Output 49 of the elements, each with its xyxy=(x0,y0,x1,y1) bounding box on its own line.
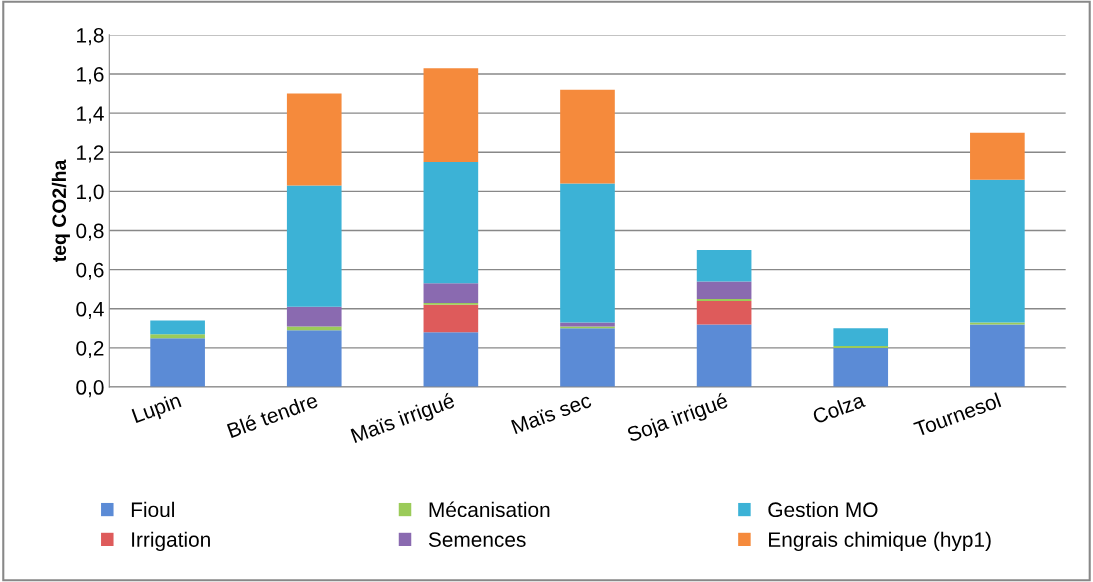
x-tick-label: Soja irrigué xyxy=(625,392,730,447)
y-tick-label: 1,4 xyxy=(77,106,104,124)
y-tick-label: 0,8 xyxy=(76,223,104,241)
bar xyxy=(970,132,1025,180)
legend-label: Engrais chimique (hyp1) xyxy=(769,531,991,552)
bar xyxy=(696,281,752,299)
x-tick-label: Maïs sec xyxy=(511,392,593,435)
bar xyxy=(560,89,615,184)
bar xyxy=(286,326,342,331)
bar xyxy=(150,334,205,339)
x-tick-label: Lupin xyxy=(131,392,183,427)
bar xyxy=(560,183,615,323)
legend-label: Mécanisation xyxy=(429,501,550,518)
bar xyxy=(423,68,479,163)
bar xyxy=(286,330,342,388)
y-tick-label: 1,8 xyxy=(77,27,104,46)
bar xyxy=(423,162,479,284)
bar xyxy=(970,324,1025,388)
x-tick-label: Maïs irrigué xyxy=(350,392,457,447)
bar xyxy=(150,320,205,335)
y-tick-label: 1,2 xyxy=(77,145,104,163)
y-tick-label: 0,4 xyxy=(76,301,104,319)
legend-label: Irrigation xyxy=(132,531,210,552)
y-axis-title: teq CO2/ha xyxy=(51,159,70,263)
legend-label: Semences xyxy=(428,532,526,547)
bar xyxy=(560,328,615,388)
bar xyxy=(423,283,479,303)
bar xyxy=(423,304,479,333)
legend-label: Fioul xyxy=(131,501,174,518)
y-tick-label: 1,0 xyxy=(77,184,104,202)
x-tick-label: Blé tendre xyxy=(226,391,319,439)
bar xyxy=(970,179,1025,323)
bar xyxy=(833,347,889,388)
y-tick-label: 1,6 xyxy=(77,67,104,85)
bar xyxy=(150,338,205,388)
bar xyxy=(833,328,889,346)
x-tick-label: Colza xyxy=(811,391,866,425)
bar xyxy=(423,332,479,388)
bar xyxy=(286,185,342,307)
bar xyxy=(696,300,752,325)
bar xyxy=(286,306,342,327)
y-tick-label: 0,2 xyxy=(76,340,104,359)
bar xyxy=(696,250,752,282)
y-tick-label: 0,6 xyxy=(76,262,104,280)
bar xyxy=(560,322,615,327)
legend-label: Gestion MO xyxy=(768,501,878,518)
y-tick-label: 0,0 xyxy=(76,380,104,398)
bar xyxy=(286,93,342,186)
bar xyxy=(696,324,752,388)
